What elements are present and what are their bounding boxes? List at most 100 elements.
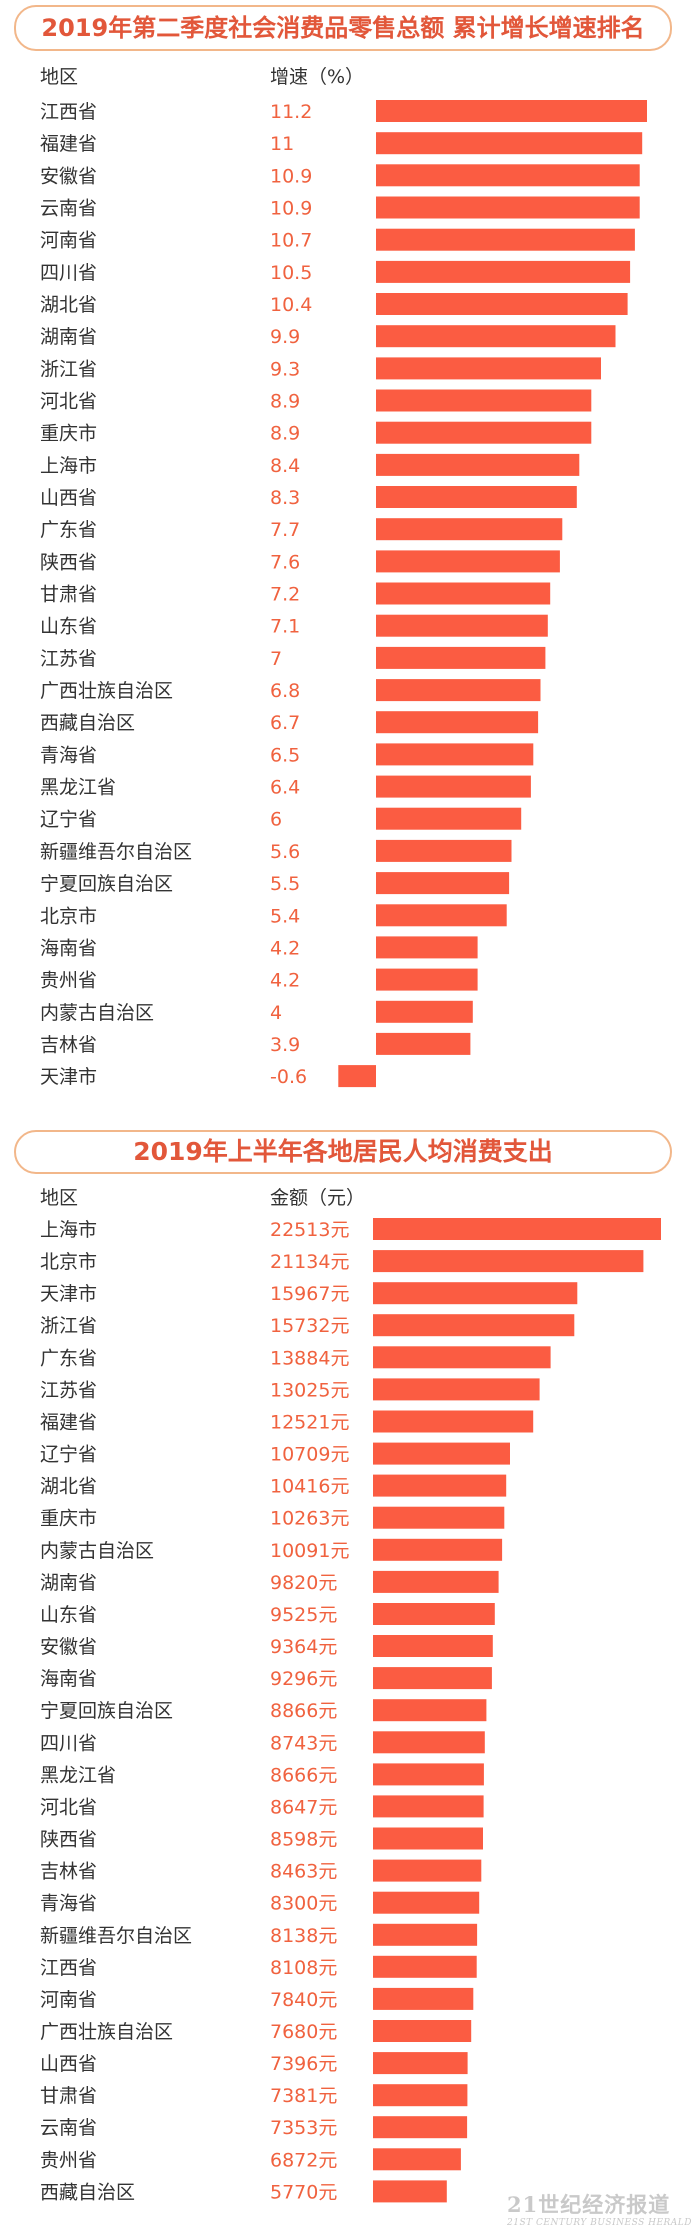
value-label: 9525元 <box>270 1604 337 1626</box>
bar-2 <box>373 1378 540 1401</box>
region-label: 上海市 <box>40 1219 97 1241</box>
value-label: 10.5 <box>270 262 312 284</box>
bar-1 <box>376 453 580 476</box>
region-label: 黑龙江省 <box>40 1764 116 1786</box>
header-value-label: 增速（%） <box>270 66 364 88</box>
bar-2 <box>373 1731 485 1754</box>
region-label: 湖北省 <box>40 1476 97 1498</box>
value-label: 8.9 <box>270 391 300 413</box>
value-label: 7396元 <box>270 2053 337 2075</box>
region-label: 西藏自治区 <box>40 712 135 734</box>
bar-2 <box>373 2052 468 2075</box>
publisher-watermark: 21世纪经济报道 21ST CENTURY BUSINESS HERALD <box>507 2193 697 2229</box>
region-label: 宁夏回族自治区 <box>40 1700 173 1722</box>
value-label: -0.6 <box>270 1066 307 1088</box>
bar-1 <box>376 679 541 702</box>
value-label: 8300元 <box>270 1893 337 1915</box>
region-label: 重庆市 <box>40 1508 97 1530</box>
bar-1 <box>376 389 592 412</box>
value-label: 9364元 <box>270 1636 337 1658</box>
region-label: 湖南省 <box>40 1572 97 1594</box>
bar-1 <box>376 357 601 380</box>
bar-2 <box>373 1699 487 1722</box>
bar-2 <box>373 1570 499 1593</box>
value-label: 9296元 <box>270 1668 337 1690</box>
header-region-label: 地区 <box>40 1187 78 1209</box>
region-label: 湖南省 <box>40 326 97 348</box>
value-label: 7 <box>270 648 282 670</box>
region-label: 甘肃省 <box>40 2085 97 2107</box>
region-label: 甘肃省 <box>40 584 97 606</box>
bar-2 <box>373 1282 578 1305</box>
region-label: 新疆维吾尔自治区 <box>40 1925 192 1947</box>
value-label: 10263元 <box>270 1508 349 1530</box>
region-label: 云南省 <box>40 198 97 220</box>
region-label: 江苏省 <box>40 648 97 670</box>
bar-1 <box>376 132 643 155</box>
chart1-title: 2019年第二季度社会消费品零售总额 累计增长增速排名 <box>14 5 672 51</box>
value-label: 6872元 <box>270 2149 337 2171</box>
value-label: 5.6 <box>270 841 300 863</box>
bar-2 <box>373 1795 484 1818</box>
bar-2 <box>373 1218 661 1240</box>
value-label: 4 <box>270 1002 282 1024</box>
chart2-title: 2019年上半年各地居民人均消费支出 <box>14 1130 672 1174</box>
bar-2 <box>373 1987 474 2010</box>
bar-1 <box>376 582 551 605</box>
region-label: 广西壮族自治区 <box>40 680 173 702</box>
region-label: 北京市 <box>40 905 97 927</box>
header-region-label: 地区 <box>40 66 78 88</box>
value-label: 10091元 <box>270 1540 349 1562</box>
bar-1 <box>338 1065 376 1088</box>
region-label: 四川省 <box>40 262 97 284</box>
region-label: 江苏省 <box>40 1379 97 1401</box>
region-label: 广东省 <box>40 519 97 541</box>
value-label: 9.3 <box>270 358 300 380</box>
region-label: 贵州省 <box>40 2149 97 2171</box>
region-label: 贵州省 <box>40 970 97 992</box>
bar-2 <box>373 1667 492 1690</box>
value-label: 6.7 <box>270 712 300 734</box>
value-label: 21134元 <box>270 1251 349 1273</box>
value-label: 6.8 <box>270 680 300 702</box>
bar-2 <box>373 2180 447 2203</box>
region-label: 福建省 <box>40 1411 97 1433</box>
bar-2 <box>373 1410 534 1433</box>
value-label: 8.4 <box>270 455 300 477</box>
region-label: 北京市 <box>40 1251 97 1273</box>
value-label: 11.2 <box>270 101 312 123</box>
value-label: 6.5 <box>270 744 300 766</box>
value-label: 6.4 <box>270 777 300 799</box>
value-label: 8743元 <box>270 1732 337 1754</box>
region-label: 浙江省 <box>40 1315 97 1337</box>
region-label: 海南省 <box>40 937 97 959</box>
bar-1 <box>376 614 548 637</box>
region-label: 浙江省 <box>40 358 97 380</box>
bar-2 <box>373 1827 483 1850</box>
bar-2 <box>373 1538 503 1561</box>
bar-1 <box>376 711 539 734</box>
value-label: 15967元 <box>270 1283 349 1305</box>
bar-1 <box>376 421 592 444</box>
region-label: 天津市 <box>40 1066 97 1088</box>
value-label: 8866元 <box>270 1700 337 1722</box>
watermark-main: 21世纪经济报道 <box>507 2192 671 2217</box>
value-label: 7353元 <box>270 2117 337 2139</box>
value-label: 7680元 <box>270 2021 337 2043</box>
value-label: 7.6 <box>270 551 300 573</box>
value-label: 7381元 <box>270 2085 337 2107</box>
region-label: 安徽省 <box>40 165 97 187</box>
bar-2 <box>373 1891 480 1914</box>
value-label: 13884元 <box>270 1347 349 1369</box>
value-label: 13025元 <box>270 1379 349 1401</box>
value-label: 12521元 <box>270 1411 349 1433</box>
region-label: 内蒙古自治区 <box>40 1540 154 1562</box>
bar-1 <box>376 228 635 251</box>
region-label: 江西省 <box>40 1957 97 1979</box>
value-label: 6 <box>270 809 282 831</box>
region-label: 河北省 <box>40 1796 97 1818</box>
bar-1 <box>376 968 478 991</box>
value-label: 10416元 <box>270 1476 349 1498</box>
region-label: 安徽省 <box>40 1636 97 1658</box>
